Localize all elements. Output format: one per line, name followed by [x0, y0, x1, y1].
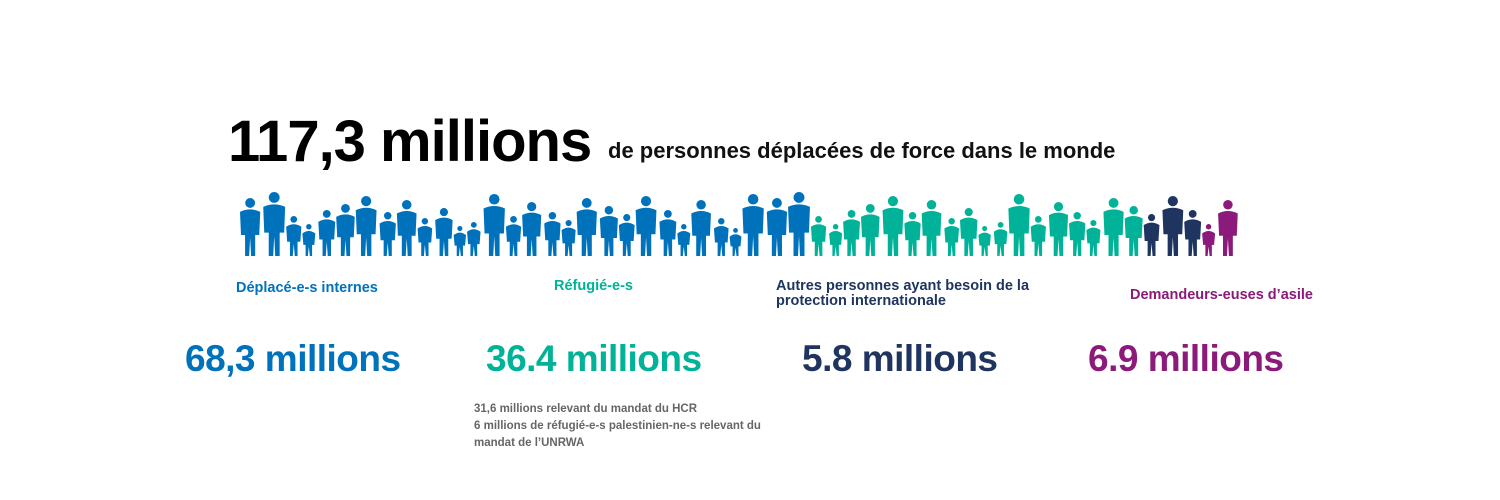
person-silhouette	[788, 192, 810, 256]
person-silhouette	[691, 200, 711, 256]
person-silhouette	[829, 224, 843, 256]
person-silhouette	[1103, 198, 1124, 256]
person-silhouette	[729, 228, 742, 256]
person-silhouette	[467, 222, 481, 256]
person-silhouette	[522, 202, 542, 256]
person-silhouette	[1008, 194, 1030, 256]
person-silhouette	[240, 198, 261, 256]
refugee-breakdown-note: 31,6 millions relevant du mandat du HCR …	[474, 401, 794, 452]
person-silhouette	[742, 194, 764, 256]
person-silhouette	[286, 216, 302, 256]
note-unhcr: 31,6 millions relevant du mandat du HCR	[474, 403, 698, 415]
people-silhouettes-illustration	[240, 192, 1238, 256]
person-silhouette	[396, 200, 417, 256]
person-silhouette	[263, 192, 286, 256]
person-silhouette	[453, 226, 467, 256]
person-silhouette	[978, 226, 991, 256]
person-silhouette	[1184, 210, 1202, 256]
note-unrwa: 6 millions de réfugié-e-s palestinien-ne…	[474, 420, 761, 449]
person-silhouette	[677, 224, 691, 256]
person-silhouette	[1202, 224, 1216, 256]
person-silhouette	[505, 216, 522, 256]
person-silhouette	[904, 212, 921, 256]
category-label-asylum-seekers: Demandeurs-euses d’asile	[1130, 287, 1313, 303]
total-displaced-figure: 117,3 millions	[228, 109, 592, 174]
person-silhouette	[1124, 206, 1143, 256]
person-silhouette	[659, 210, 677, 256]
person-silhouette	[944, 218, 959, 256]
value-idp: 68,3 millions	[185, 338, 401, 379]
person-silhouette	[336, 204, 355, 256]
person-silhouette	[766, 198, 788, 256]
person-silhouette	[810, 216, 827, 256]
person-silhouette	[483, 194, 505, 256]
person-silhouette	[1048, 202, 1069, 256]
person-silhouette	[599, 206, 618, 256]
person-silhouette	[355, 196, 377, 256]
person-silhouette	[843, 210, 860, 256]
person-silhouette	[318, 210, 336, 256]
person-silhouette	[861, 204, 880, 256]
person-silhouette	[618, 214, 635, 256]
value-asylum-seekers: 6.9 millions	[1088, 338, 1284, 379]
person-silhouette	[921, 200, 942, 256]
person-silhouette	[1143, 214, 1160, 256]
person-silhouette	[993, 222, 1008, 256]
value-refugees: 36.4 millions	[486, 338, 702, 379]
category-label-other-protection: Autres personnes ayant besoin de la prot…	[776, 278, 1030, 309]
person-silhouette	[1218, 200, 1238, 256]
person-silhouette	[635, 196, 657, 256]
person-silhouette	[1162, 196, 1184, 256]
person-silhouette	[561, 220, 576, 256]
person-silhouette	[379, 212, 396, 256]
person-silhouette	[417, 218, 433, 256]
person-silhouette	[1086, 220, 1101, 256]
person-silhouette	[544, 212, 561, 256]
person-silhouette	[713, 218, 729, 256]
person-silhouette	[960, 208, 978, 256]
value-other-protection: 5.8 millions	[802, 338, 998, 379]
category-label-idp: Déplacé-e-s internes	[236, 280, 378, 296]
person-silhouette	[302, 224, 316, 256]
person-silhouette	[1030, 216, 1046, 256]
person-silhouette	[576, 198, 597, 256]
headline-subtitle: de personnes déplacées de force dans le …	[608, 138, 1116, 163]
person-silhouette	[1069, 212, 1086, 256]
person-silhouette	[882, 196, 904, 256]
person-silhouette	[435, 208, 453, 256]
category-label-refugees: Réfugié-e-s	[554, 278, 633, 294]
